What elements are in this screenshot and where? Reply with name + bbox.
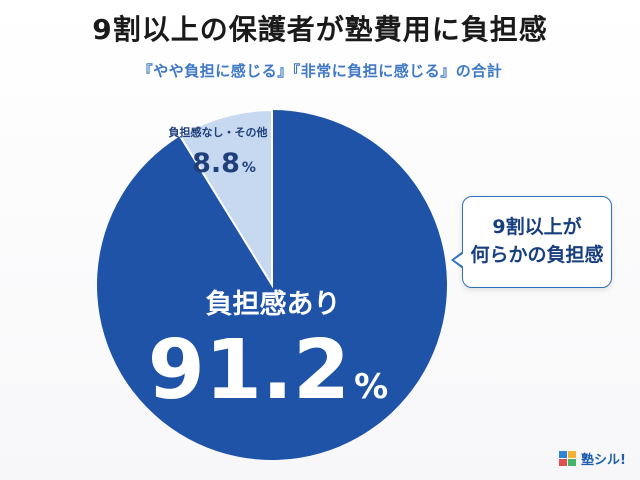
chart-title: 9割以上の保護者が塾費用に負担感	[92, 13, 548, 46]
logo-text: 塾シル!	[581, 452, 626, 468]
callout-line-1: 9割以上が	[492, 216, 582, 239]
brand-logo: 塾シル!	[558, 448, 626, 468]
slice-label-no-burden: 負担感なし・その他	[169, 125, 268, 139]
slice-label-burden: 負担感あり	[206, 288, 341, 320]
callout-box: 9割以上が 何らかの負担感	[451, 196, 612, 288]
logo-mark-icon	[559, 451, 576, 466]
slice-value-no-burden: 8.8%	[192, 148, 256, 179]
chart-subtitle: 『やや負担に感じる』『非常に負担に感じる』の合計	[137, 62, 503, 80]
slice-value-burden: 91.2%	[148, 323, 388, 418]
callout-line-2: 何らかの負担感	[470, 244, 604, 266]
pie-slice-no-burden	[178, 108, 273, 289]
